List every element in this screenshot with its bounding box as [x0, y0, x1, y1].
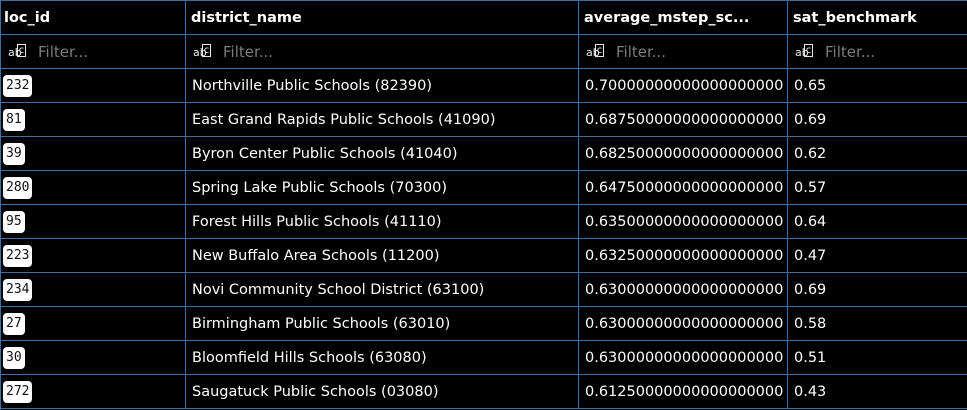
loc-id-badge: 30 — [3, 346, 25, 369]
filter-placeholder: Filter... — [616, 42, 667, 61]
cell-average-mstep[interactable]: 0.68750000000000000000 — [579, 103, 788, 136]
cell-sat-benchmark[interactable]: 0.69 — [794, 281, 827, 298]
filter-placeholder: Filter... — [223, 42, 274, 61]
cell-district-name[interactable]: Forest Hills Public Schools (41110) — [186, 205, 579, 238]
cell-loc-id[interactable]: 95 — [1, 205, 186, 238]
loc-id-badge: 234 — [3, 278, 33, 301]
cell-loc-id[interactable]: 280 — [1, 171, 186, 204]
cell-sat-benchmark[interactable]: 0.43 — [794, 383, 827, 400]
cell-sat-benchmark[interactable]: 0.65 — [794, 77, 827, 94]
loc-id-badge: 81 — [3, 108, 25, 131]
column-header-average-mstep[interactable]: average_mstep_sc... — [579, 1, 788, 34]
cell-loc-id[interactable]: 30 — [1, 341, 186, 374]
filter-district-name[interactable]: ab c Filter... — [186, 35, 579, 68]
cell-sat-benchmark[interactable]: 0.47 — [794, 247, 827, 264]
cell-district-name[interactable]: Saugatuck Public Schools (03080) — [186, 375, 579, 408]
cell-sat-benchmark[interactable]: 0.69 — [794, 111, 827, 128]
cell-district-name[interactable]: Spring Lake Public Schools (70300) — [186, 171, 579, 204]
text-filter-icon: ab c — [8, 43, 26, 59]
column-header-district-name[interactable]: district_name — [186, 1, 579, 34]
cell-district-name[interactable]: New Buffalo Area Schools (11200) — [186, 239, 579, 272]
loc-id-badge: 27 — [3, 312, 25, 335]
cell-average-mstep[interactable]: 0.70000000000000000000 — [579, 69, 788, 102]
table-row[interactable]: 81 East Grand Rapids Public Schools (4109… — [1, 103, 967, 137]
text-filter-icon: ab c — [795, 43, 813, 59]
cell-average-mstep[interactable]: 0.63000000000000000000 — [579, 341, 788, 374]
loc-id-badge: 232 — [3, 74, 33, 97]
filter-average-mstep[interactable]: ab c Filter... — [579, 35, 788, 68]
cell-loc-id[interactable]: 27 — [1, 307, 186, 340]
cell-district-name[interactable]: Birmingham Public Schools (63010) — [186, 307, 579, 340]
cell-district-name[interactable]: Novi Community School District (63100) — [186, 273, 579, 306]
table-row[interactable]: 39 Byron Center Public Schools (41040) 0.6… — [1, 137, 967, 171]
cell-average-mstep[interactable]: 0.63000000000000000000 — [579, 307, 788, 340]
cell-sat-benchmark[interactable]: 0.62 — [794, 145, 827, 162]
loc-id-badge: 272 — [3, 380, 33, 403]
cell-sat-benchmark[interactable]: 0.64 — [794, 213, 827, 230]
cell-loc-id[interactable]: 223 — [1, 239, 186, 272]
cell-average-mstep[interactable]: 0.64750000000000000000 — [579, 171, 788, 204]
cell-loc-id[interactable]: 39 — [1, 137, 186, 170]
cell-sat-benchmark[interactable]: 0.58 — [794, 315, 827, 332]
cell-average-mstep[interactable]: 0.68250000000000000000 — [579, 137, 788, 170]
cell-district-name[interactable]: Northville Public Schools (82390) — [186, 69, 579, 102]
cell-loc-id[interactable]: 232 — [1, 69, 186, 102]
loc-id-badge: 280 — [3, 176, 33, 199]
cell-loc-id[interactable]: 81 — [1, 103, 186, 136]
filter-loc-id[interactable]: ab c Filter... — [1, 35, 186, 68]
column-header-sat-benchmark[interactable]: sat_benchmark — [793, 9, 917, 26]
loc-id-badge: 39 — [3, 142, 25, 165]
filter-sat-benchmark[interactable]: ab c Filter... — [788, 35, 967, 68]
filter-row: ab c Filter... ab c Filter... ab c Filter..… — [1, 35, 967, 69]
table-row[interactable]: 30 Bloomfield Hills Schools (63080) 0.6300… — [1, 341, 967, 375]
loc-id-badge: 95 — [3, 210, 25, 233]
text-filter-icon: ab c — [193, 43, 211, 59]
cell-sat-benchmark[interactable]: 0.51 — [794, 349, 827, 366]
table-row[interactable]: 95 Forest Hills Public Schools (41110) 0.6… — [1, 205, 967, 239]
cell-loc-id[interactable]: 272 — [1, 375, 186, 408]
table-row[interactable]: 223 New Buffalo Area Schools (11200) 0.632… — [1, 239, 967, 273]
cell-loc-id[interactable]: 234 — [1, 273, 186, 306]
filter-placeholder: Filter... — [825, 42, 876, 61]
cell-district-name[interactable]: East Grand Rapids Public Schools (41090) — [186, 103, 579, 136]
table-row[interactable]: 280 Spring Lake Public Schools (70300) 0.6… — [1, 171, 967, 205]
cell-average-mstep[interactable]: 0.63250000000000000000 — [579, 239, 788, 272]
cell-district-name[interactable]: Bloomfield Hills Schools (63080) — [186, 341, 579, 374]
table-row[interactable]: 232 Northville Public Schools (82390) 0.70… — [1, 69, 967, 103]
cell-sat-benchmark[interactable]: 0.57 — [794, 179, 827, 196]
loc-id-badge: 223 — [3, 244, 33, 267]
filter-placeholder: Filter... — [38, 42, 89, 61]
cell-average-mstep[interactable]: 0.63000000000000000000 — [579, 273, 788, 306]
text-filter-icon: ab c — [586, 43, 604, 59]
cell-average-mstep[interactable]: 0.61250000000000000000 — [579, 375, 788, 408]
column-header-loc-id[interactable]: loc_id — [1, 1, 186, 34]
table-row[interactable]: 272 Saugatuck Public Schools (03080) 0.612… — [1, 375, 967, 409]
header-row: loc_id district_name average_mstep_sc...… — [1, 0, 967, 35]
table-row[interactable]: 234 Novi Community School District (63100… — [1, 273, 967, 307]
cell-average-mstep[interactable]: 0.63500000000000000000 — [579, 205, 788, 238]
cell-district-name[interactable]: Byron Center Public Schools (41040) — [186, 137, 579, 170]
table-row[interactable]: 27 Birmingham Public Schools (63010) 0.630… — [1, 307, 967, 341]
